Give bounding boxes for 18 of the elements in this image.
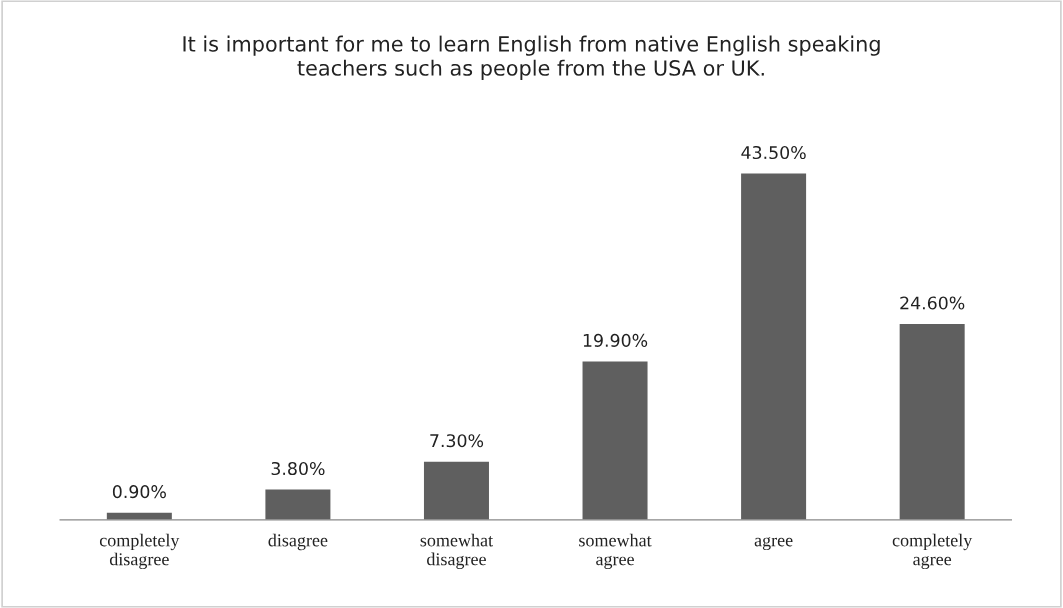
data-label: 19.90% xyxy=(583,333,648,347)
data-label: 24.60% xyxy=(900,296,965,310)
bar xyxy=(423,461,489,520)
bar xyxy=(899,324,965,520)
data-label: 3.80% xyxy=(271,461,325,476)
data-label: 43.50% xyxy=(741,145,806,160)
x-tick-label: completely disagree xyxy=(99,533,180,570)
x-tick-label: agree xyxy=(754,536,793,551)
bar xyxy=(582,361,648,520)
x-tick-label: disagree xyxy=(268,533,328,551)
x-tick-label: somewhat disagree xyxy=(420,533,493,570)
data-label: 7.30% xyxy=(430,434,484,448)
x-tick-label: somewhat agree xyxy=(579,533,652,570)
bar xyxy=(741,173,807,520)
bar xyxy=(265,489,331,520)
data-label: 0.90% xyxy=(112,485,166,499)
x-tick-label: completely agree xyxy=(892,533,973,570)
chart-title: It is important for me to learn English from native English speaking teachers such as people from the USA or UK. xyxy=(183,35,880,80)
